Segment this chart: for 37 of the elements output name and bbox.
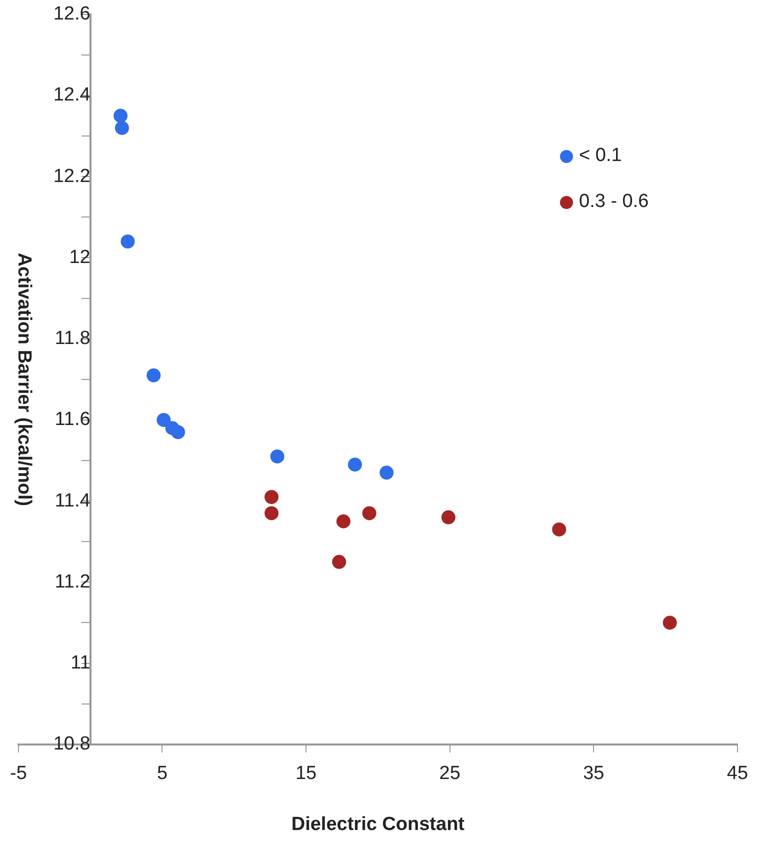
point	[264, 506, 279, 520]
point	[270, 449, 284, 464]
y-tick-label: 11.4	[54, 490, 91, 512]
x-tick-label: 25	[439, 763, 460, 784]
point	[156, 412, 171, 427]
point	[332, 554, 346, 569]
point	[114, 120, 129, 135]
x-tick-label: 15	[295, 763, 317, 784]
x-axis-title: Dielectric Constant	[291, 814, 466, 835]
point	[441, 510, 456, 524]
x-tick-label: -5	[10, 763, 27, 784]
y-tick-label: 12	[69, 246, 90, 268]
y-tick-label: 12.6	[53, 4, 90, 25]
y-tick-label: 11.6	[54, 409, 90, 430]
point	[264, 490, 279, 504]
legend-label: < 0.1	[579, 145, 622, 167]
point	[146, 368, 161, 382]
x-tick-label: 5	[156, 763, 168, 784]
y-tick-label: 12.4	[53, 84, 91, 106]
point	[171, 425, 186, 440]
legend-label: 0.3 - 0.6	[579, 191, 649, 213]
y-axis-title: Activation Barrier (kcal/mol)	[14, 252, 35, 506]
y-tick-label: 11.2	[54, 571, 90, 592]
y-tick-label: 11	[70, 652, 90, 674]
point	[114, 108, 128, 123]
point	[662, 616, 677, 630]
point	[380, 466, 394, 480]
y-tick-label: 10.8	[53, 734, 90, 755]
x-tick-label: 35	[583, 763, 604, 784]
x-tick-label: 45	[726, 763, 748, 784]
point	[362, 506, 376, 520]
point	[348, 458, 362, 472]
point	[120, 234, 135, 249]
point	[552, 522, 566, 536]
point	[336, 514, 350, 528]
y-tick-label: 11.8	[54, 328, 90, 350]
y-tick-label: 12.2	[53, 166, 90, 187]
